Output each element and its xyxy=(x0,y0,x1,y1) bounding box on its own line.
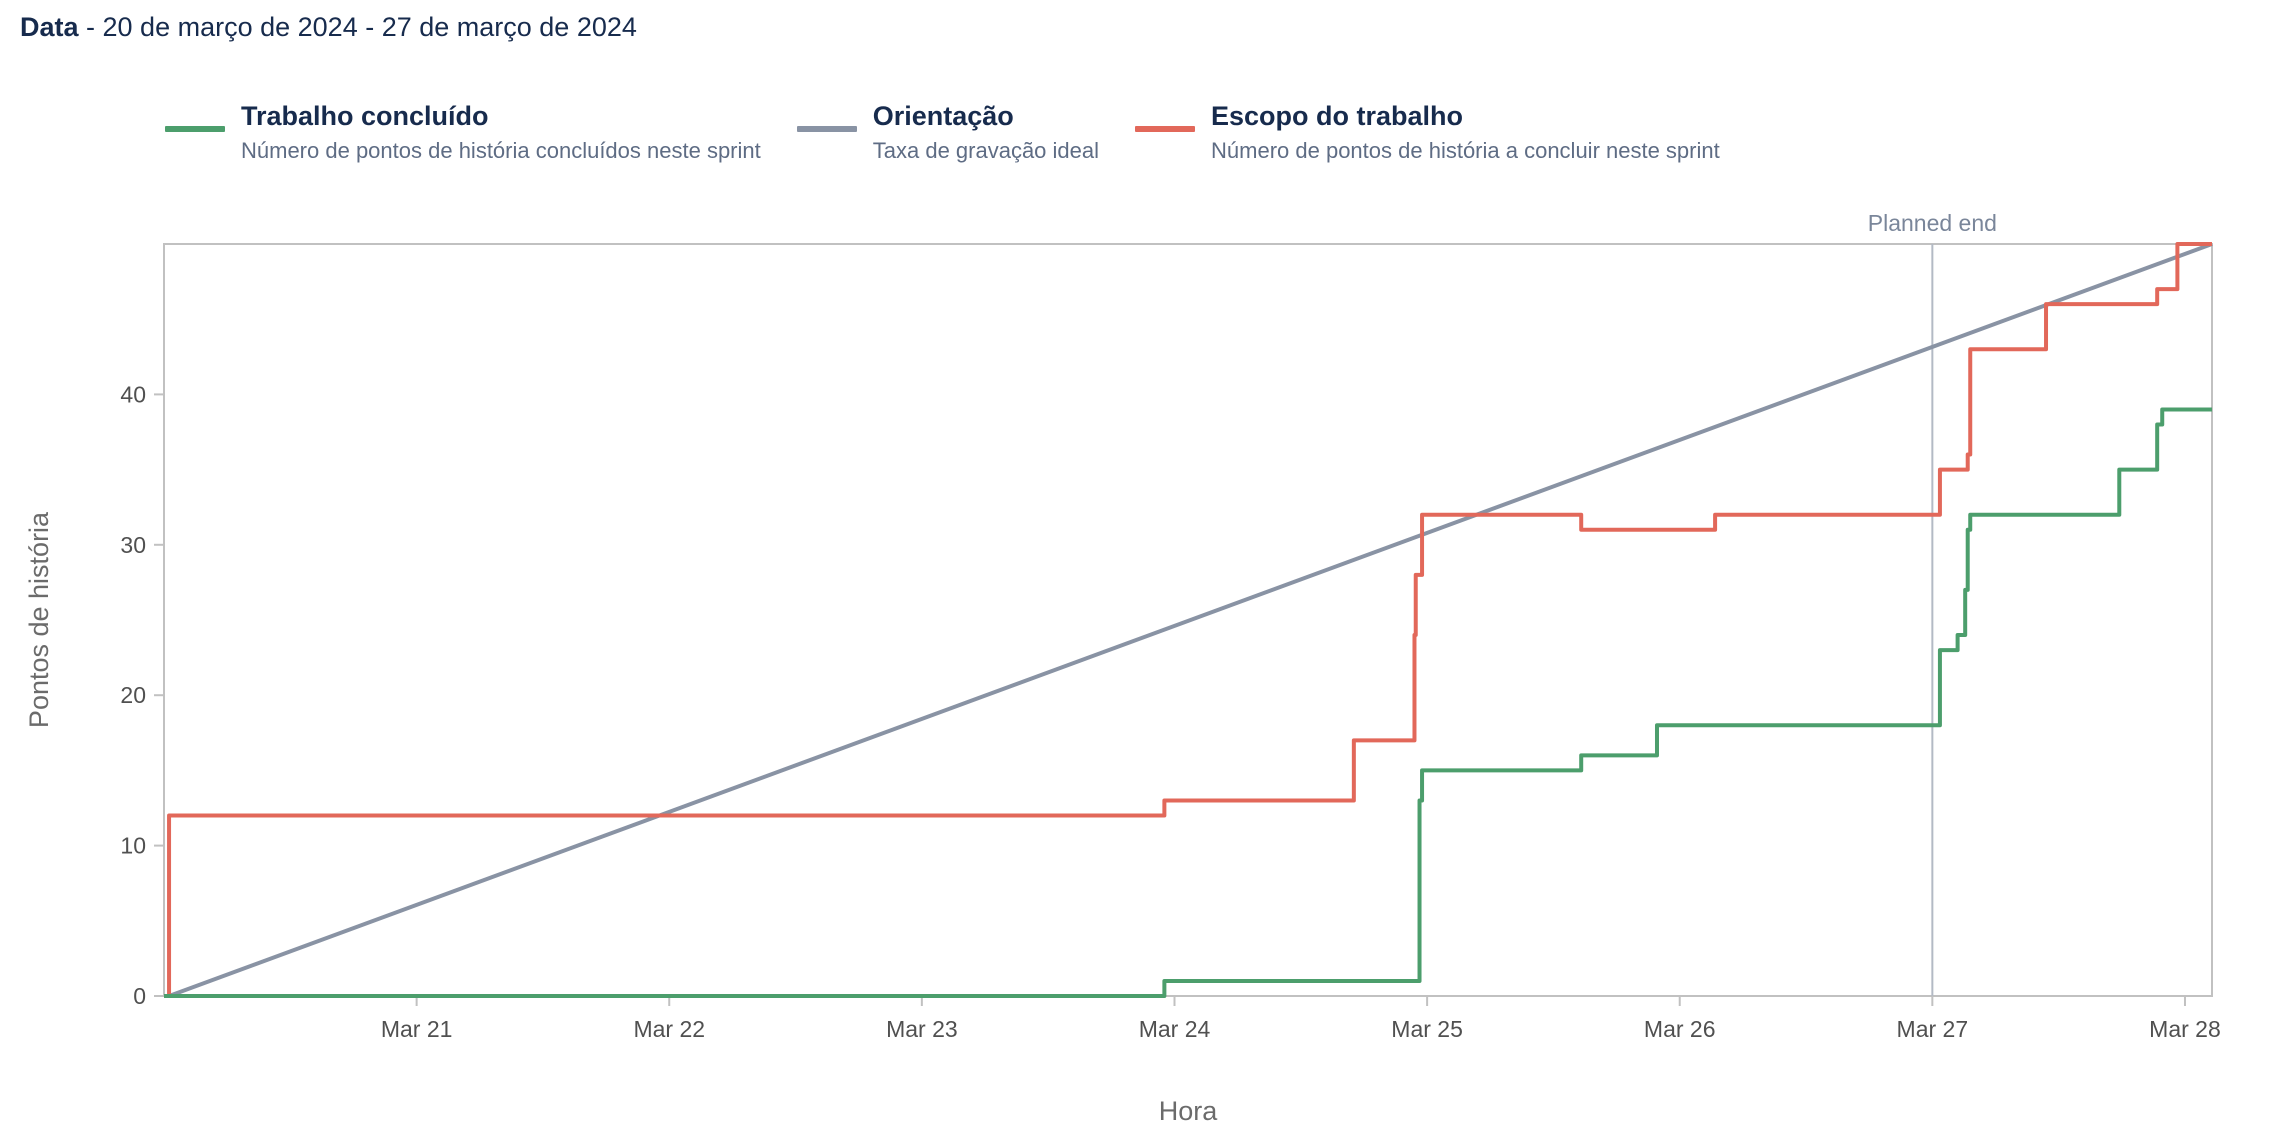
y-tick-label: 10 xyxy=(120,833,146,859)
plot-frame xyxy=(163,243,2213,997)
y-tick-label: 0 xyxy=(133,983,146,1009)
x-tick-label: Mar 22 xyxy=(633,1016,705,1042)
x-tick-label: Mar 28 xyxy=(2149,1016,2221,1042)
x-axis-title: Hora xyxy=(1159,1096,1219,1126)
legend-swatch-completed xyxy=(165,126,225,132)
y-tick-label: 30 xyxy=(120,532,146,558)
legend-item-guideline[interactable]: Orientação Taxa de gravação ideal xyxy=(796,96,1100,166)
legend-desc: Taxa de gravação ideal xyxy=(872,138,1100,163)
x-tick-label: Mar 24 xyxy=(1139,1016,1211,1042)
x-tick-label: Mar 21 xyxy=(381,1016,453,1042)
legend-item-completed[interactable]: Trabalho concluído Número de pontos de h… xyxy=(165,96,761,166)
legend-desc: Número de pontos de história a concluir … xyxy=(1211,138,1720,163)
legend-title: Orientação xyxy=(872,101,1014,131)
x-tick-label: Mar 26 xyxy=(1644,1016,1716,1042)
y-tick-label: 40 xyxy=(120,381,146,407)
legend-swatch-guideline xyxy=(796,126,857,132)
legend-desc: Número de pontos de história concluídos … xyxy=(241,138,761,163)
date-label: Data xyxy=(20,12,79,42)
y-axis-title: Pontos de história xyxy=(24,511,54,728)
planned-end-label: Planned end xyxy=(1868,210,1997,236)
date-range-header: Data - 20 de março de 2024 - 27 de março… xyxy=(20,12,637,43)
scope-series[interactable] xyxy=(164,242,2212,998)
x-tick-label: Mar 25 xyxy=(1391,1016,1463,1042)
legend-swatch-scope xyxy=(1135,126,1196,132)
chart-legend: Trabalho concluído Número de pontos de h… xyxy=(165,96,1756,166)
legend-item-scope[interactable]: Escopo do trabalho Número de pontos de h… xyxy=(1135,96,1720,166)
legend-title: Escopo do trabalho xyxy=(1211,101,1464,131)
legend-title: Trabalho concluído xyxy=(241,101,489,131)
x-tick-label: Mar 27 xyxy=(1897,1016,1969,1042)
x-tick-label: Mar 23 xyxy=(886,1016,958,1042)
guideline-series[interactable] xyxy=(168,242,2213,998)
y-tick-label: 20 xyxy=(120,682,146,708)
completed-series[interactable] xyxy=(164,407,2212,998)
date-range-text: - 20 de março de 2024 - 27 de março de 2… xyxy=(78,12,637,42)
